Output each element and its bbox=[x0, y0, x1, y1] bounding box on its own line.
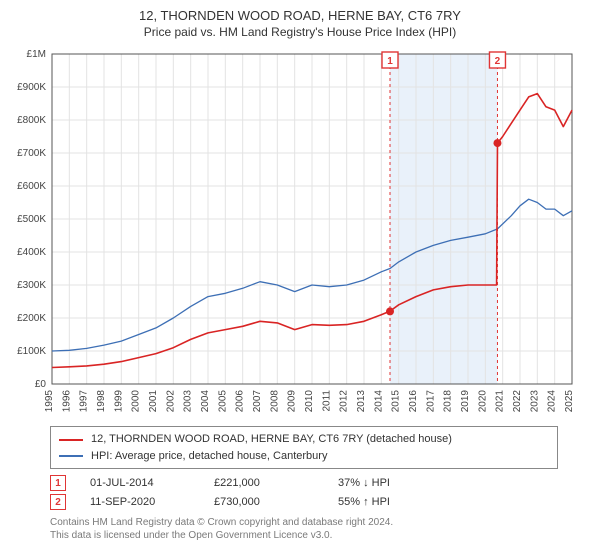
svg-text:2006: 2006 bbox=[235, 390, 246, 413]
legend-row-property: 12, THORNDEN WOOD ROAD, HERNE BAY, CT6 7… bbox=[59, 431, 549, 448]
legend-label-hpi: HPI: Average price, detached house, Cant… bbox=[91, 448, 327, 465]
svg-text:2012: 2012 bbox=[339, 390, 350, 413]
chart-svg: £0 £100K £200K £300K £400K £500K £600K £700K £80… bbox=[12, 46, 588, 416]
attribution-line1: Contains HM Land Registry data © Crown c… bbox=[50, 516, 558, 529]
svg-text:2024: 2024 bbox=[547, 390, 558, 413]
svg-text:2020: 2020 bbox=[477, 390, 488, 413]
svg-text:£600K: £600K bbox=[17, 181, 46, 192]
event-price-2: £730,000 bbox=[214, 496, 314, 508]
svg-text:2: 2 bbox=[495, 56, 501, 67]
chart-area: £0 £100K £200K £300K £400K £500K £600K £700K £80… bbox=[12, 46, 588, 416]
svg-text:£1M: £1M bbox=[27, 49, 46, 60]
svg-text:2008: 2008 bbox=[269, 390, 280, 413]
svg-text:2022: 2022 bbox=[512, 390, 523, 413]
svg-text:2015: 2015 bbox=[391, 390, 402, 413]
svg-text:2005: 2005 bbox=[217, 390, 228, 413]
legend-swatch-property bbox=[59, 439, 83, 441]
event-date-1: 01-JUL-2014 bbox=[90, 477, 190, 489]
event-price-1: £221,000 bbox=[214, 477, 314, 489]
legend-label-property: 12, THORNDEN WOOD ROAD, HERNE BAY, CT6 7… bbox=[91, 431, 452, 448]
svg-text:£200K: £200K bbox=[17, 313, 46, 324]
svg-text:2011: 2011 bbox=[321, 390, 332, 412]
svg-text:2003: 2003 bbox=[183, 390, 194, 413]
svg-text:2013: 2013 bbox=[356, 390, 367, 413]
event-marker-list: 1 01-JUL-2014 £221,000 37% ↓ HPI 2 11-SE… bbox=[50, 475, 558, 510]
event-marker-row-1: 1 01-JUL-2014 £221,000 37% ↓ HPI bbox=[50, 475, 558, 491]
event-marker-row-2: 2 11-SEP-2020 £730,000 55% ↑ HPI bbox=[50, 494, 558, 510]
svg-text:£400K: £400K bbox=[17, 247, 46, 258]
svg-text:2007: 2007 bbox=[252, 390, 263, 413]
chart-title-line1: 12, THORNDEN WOOD ROAD, HERNE BAY, CT6 7… bbox=[12, 8, 588, 25]
svg-text:£100K: £100K bbox=[17, 346, 46, 357]
svg-text:£0: £0 bbox=[35, 379, 47, 390]
svg-text:2017: 2017 bbox=[425, 390, 436, 413]
svg-text:2004: 2004 bbox=[200, 390, 211, 413]
svg-text:2010: 2010 bbox=[304, 390, 315, 413]
svg-text:£800K: £800K bbox=[17, 115, 46, 126]
svg-text:1997: 1997 bbox=[79, 390, 90, 413]
svg-text:2014: 2014 bbox=[373, 390, 384, 413]
svg-text:2000: 2000 bbox=[131, 390, 142, 413]
legend-swatch-hpi bbox=[59, 455, 83, 457]
legend-row-hpi: HPI: Average price, detached house, Cant… bbox=[59, 448, 549, 465]
svg-text:2001: 2001 bbox=[148, 390, 159, 413]
svg-text:2016: 2016 bbox=[408, 390, 419, 413]
event-pct-2: 55% ↑ HPI bbox=[338, 496, 438, 508]
svg-text:£900K: £900K bbox=[17, 82, 46, 93]
svg-text:2009: 2009 bbox=[287, 390, 298, 413]
svg-text:2019: 2019 bbox=[460, 390, 471, 413]
svg-text:£300K: £300K bbox=[17, 280, 46, 291]
svg-text:2018: 2018 bbox=[443, 390, 454, 413]
chart-title-line2: Price paid vs. HM Land Registry's House … bbox=[12, 25, 588, 41]
svg-text:2025: 2025 bbox=[564, 390, 575, 413]
legend: 12, THORNDEN WOOD ROAD, HERNE BAY, CT6 7… bbox=[50, 426, 558, 469]
svg-text:1995: 1995 bbox=[44, 390, 55, 413]
event-badge-2: 2 bbox=[50, 494, 66, 510]
svg-text:1999: 1999 bbox=[113, 390, 124, 413]
event-pct-1: 37% ↓ HPI bbox=[338, 477, 438, 489]
svg-text:2023: 2023 bbox=[529, 390, 540, 413]
event-badge-1: 1 bbox=[50, 475, 66, 491]
svg-text:1998: 1998 bbox=[96, 390, 107, 413]
attribution-line2: This data is licensed under the Open Gov… bbox=[50, 529, 558, 542]
event-date-2: 11-SEP-2020 bbox=[90, 496, 190, 508]
svg-text:£700K: £700K bbox=[17, 148, 46, 159]
svg-text:1: 1 bbox=[387, 56, 393, 67]
svg-text:£500K: £500K bbox=[17, 214, 46, 225]
svg-text:2021: 2021 bbox=[495, 390, 506, 413]
attribution: Contains HM Land Registry data © Crown c… bbox=[50, 516, 558, 542]
svg-text:2002: 2002 bbox=[165, 390, 176, 413]
svg-text:1996: 1996 bbox=[61, 390, 72, 413]
